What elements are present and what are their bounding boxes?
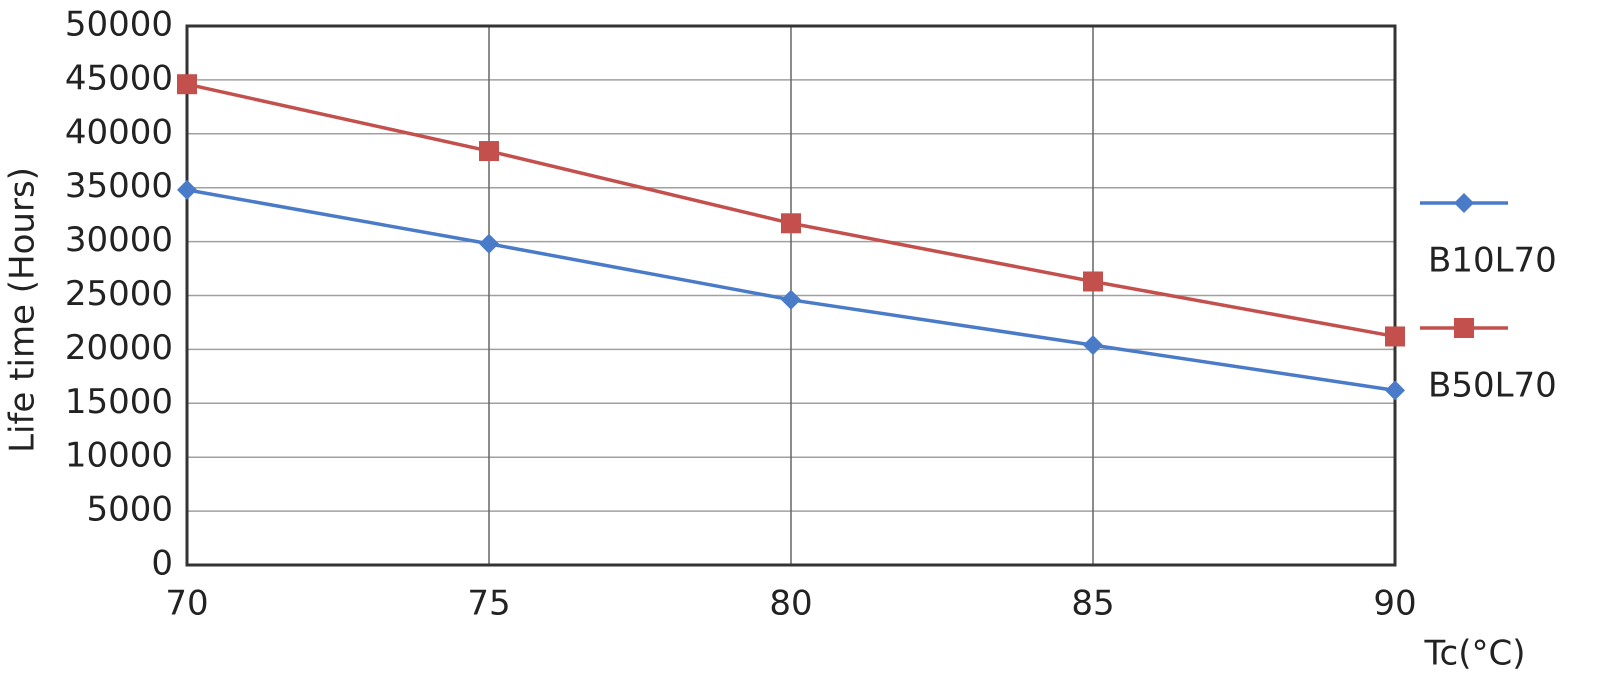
y-tick-label: 20000 xyxy=(65,328,173,368)
data-point xyxy=(781,213,801,234)
data-point xyxy=(781,289,801,310)
x-tick-label: 75 xyxy=(467,584,510,624)
y-tick-label: 15000 xyxy=(65,382,173,422)
plot-border xyxy=(185,24,1397,567)
y-tick-label: 40000 xyxy=(65,112,173,152)
data-point xyxy=(177,179,197,200)
legend-label: B50L70 xyxy=(1428,366,1557,406)
y-tick-label: 50000 xyxy=(65,5,173,45)
legend-marker xyxy=(1454,318,1474,338)
x-tick-label: 85 xyxy=(1071,584,1114,624)
y-tick-label: 45000 xyxy=(65,58,173,98)
x-axis-title: Tc(°C) xyxy=(1424,634,1526,674)
data-point xyxy=(479,233,499,254)
x-tick-label: 80 xyxy=(769,584,812,624)
data-point xyxy=(1083,271,1103,292)
y-tick-label: 10000 xyxy=(65,436,173,476)
y-tick-label: 30000 xyxy=(65,220,173,260)
y-tick-label: 25000 xyxy=(65,274,173,314)
y-tick-label: 0 xyxy=(151,544,173,584)
x-tick-label: 70 xyxy=(165,584,208,624)
data-point xyxy=(479,141,499,162)
y-axis-title: Life time (Hours) xyxy=(3,167,43,453)
data-point xyxy=(1083,335,1103,356)
y-tick-label: 5000 xyxy=(86,490,173,530)
data-point xyxy=(1385,326,1405,347)
legend-marker xyxy=(1454,193,1474,213)
legend-label: B10L70 xyxy=(1428,241,1557,281)
data-point xyxy=(1385,380,1405,401)
y-tick-label: 35000 xyxy=(65,166,173,206)
data-point xyxy=(177,74,197,95)
x-tick-label: 90 xyxy=(1373,584,1416,624)
